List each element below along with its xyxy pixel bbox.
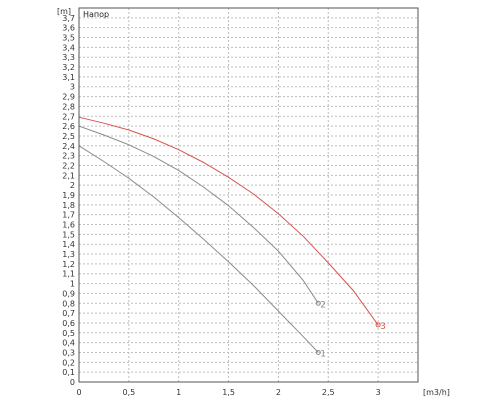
plot-frame: [78, 7, 419, 383]
y-tick-label: 0,8: [62, 299, 75, 308]
y-tick-label: 3,5: [62, 34, 75, 43]
x-tick-label: 0: [76, 388, 81, 397]
series-line-1: [78, 145, 319, 353]
series-line-3: [78, 116, 379, 326]
series-lines: [78, 116, 379, 353]
y-tick-label: 0,2: [62, 358, 75, 367]
y-tick-label: 1,4: [62, 240, 75, 249]
y-tick-label: 0,1: [62, 368, 75, 377]
y-tick-label: 1,2: [62, 260, 75, 269]
y-tick-label: 0,5: [62, 329, 75, 338]
series-end-marker-2: [315, 300, 321, 306]
x-tick-label: 2: [276, 388, 281, 397]
y-axis-unit: [m]: [57, 7, 71, 16]
y-tick-label: 2,2: [62, 161, 75, 170]
y-tick-label: 3,3: [62, 53, 75, 62]
series-line-2: [78, 125, 319, 304]
y-tick-label: 3,4: [62, 43, 75, 52]
y-tick-label: 2,8: [62, 102, 75, 111]
grid: [79, 8, 418, 382]
y-tick-label: 2,4: [62, 142, 75, 151]
y-tick-label: 0: [70, 378, 75, 387]
axes: 0 0,5 1 1,5 2 2,5 300,10,20,30,40,50,60,70,80,…: [62, 14, 380, 397]
y-tick-label: 0,9: [62, 289, 75, 298]
y-tick-label: 3,7: [62, 14, 75, 23]
x-tick-label: 1,5: [222, 388, 235, 397]
y-tick-label: 2,7: [62, 112, 75, 121]
series-end-marker-1: [315, 349, 321, 355]
chart-title: Напор: [83, 10, 109, 19]
y-tick-label: 3,1: [62, 73, 75, 82]
y-tick-label: 1,6: [62, 221, 75, 230]
y-tick-label: 3,6: [62, 24, 75, 33]
y-tick-label: 2,1: [62, 171, 75, 180]
series-end-label-1: 1: [320, 349, 326, 359]
series-end-labels: 1 2 3: [315, 300, 386, 359]
x-tick-label: 3: [376, 388, 381, 397]
y-tick-label: 1,1: [62, 270, 75, 279]
y-tick-label: 1,5: [62, 230, 75, 239]
y-tick-label: 2,5: [62, 132, 75, 141]
y-tick-label: 1,7: [62, 211, 75, 220]
y-tick-label: 3,2: [62, 63, 75, 72]
x-axis-unit: [m3/h]: [423, 388, 450, 397]
y-tick-label: 0,6: [62, 319, 75, 328]
y-tick-label: 0,7: [62, 309, 75, 318]
y-tick-label: 3: [70, 83, 75, 92]
series-end-label-2: 2: [320, 300, 326, 310]
y-tick-label: 2,9: [62, 93, 75, 102]
x-tick-label: 1: [176, 388, 181, 397]
y-tick-label: 2: [70, 181, 75, 190]
y-tick-label: 1,8: [62, 201, 75, 210]
y-tick-label: 0,4: [62, 339, 75, 348]
y-tick-label: 1: [70, 280, 75, 289]
series-end-label-3: 3: [380, 322, 386, 332]
y-tick-label: 0,3: [62, 348, 75, 357]
series-end-marker-3: [375, 322, 381, 328]
x-tick-label: 2,5: [322, 388, 335, 397]
y-tick-label: 2,6: [62, 122, 75, 131]
x-tick-label: 0,5: [122, 388, 135, 397]
y-tick-label: 1,3: [62, 250, 75, 259]
y-tick-label: 2,3: [62, 152, 75, 161]
y-tick-label: 1,9: [62, 191, 75, 200]
